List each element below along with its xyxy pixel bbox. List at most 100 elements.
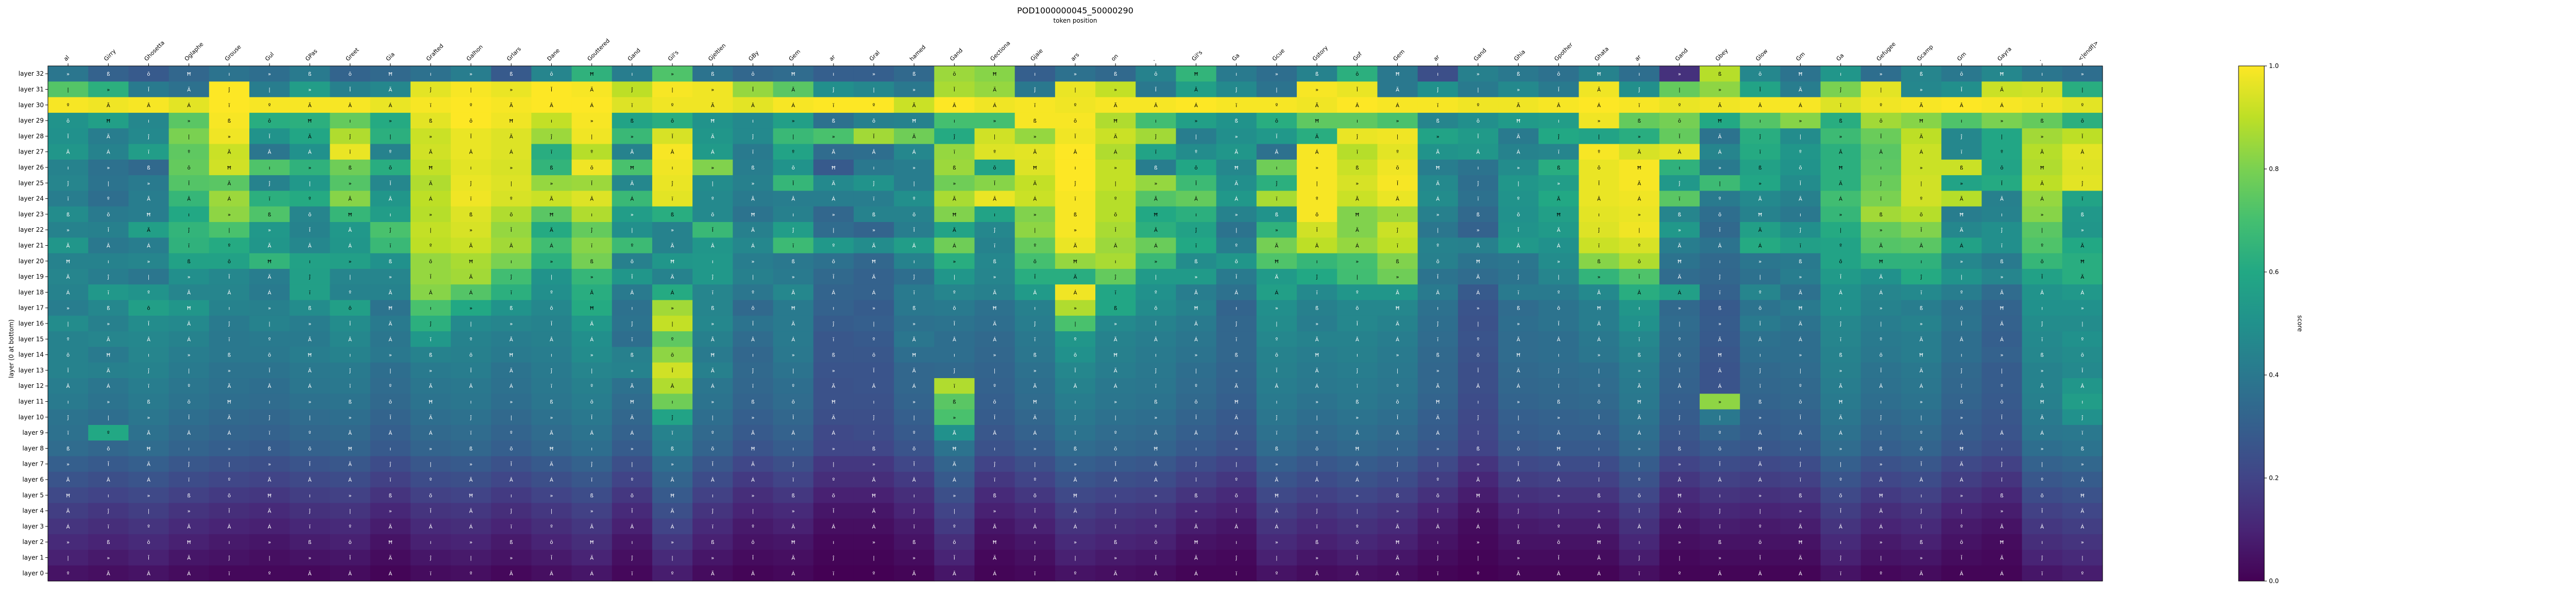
heatmap-cell-glyph: Ä — [1234, 414, 1238, 421]
heatmap-cell-glyph: ĭ — [550, 383, 552, 389]
heatmap-cell-glyph: Ä — [912, 367, 916, 374]
x-tick-label: Gand — [948, 47, 964, 62]
heatmap-cell — [1216, 128, 1257, 145]
heatmap-cell-glyph: ĵ — [550, 368, 552, 374]
heatmap-cell-glyph: Ã — [550, 430, 553, 436]
heatmap-cell-glyph: Ĭ — [953, 555, 955, 561]
heatmap-cell-glyph: º — [2041, 477, 2043, 483]
heatmap-cell-glyph: ß — [590, 493, 593, 499]
heatmap-cell-glyph: ĵ — [953, 368, 955, 374]
heatmap-cell-glyph: | — [1800, 134, 1801, 140]
heatmap-cell-glyph: ĵ — [1638, 321, 1640, 327]
heatmap-cell-glyph: ß — [1235, 118, 1238, 124]
heatmap-cell-glyph: Ĭ — [510, 461, 512, 468]
heatmap-cell — [1901, 81, 1942, 98]
heatmap-cell — [571, 159, 613, 176]
heatmap-cell-glyph: ß — [1920, 72, 1923, 77]
heatmap-cell — [934, 175, 975, 192]
heatmap-cell — [1860, 81, 1902, 98]
heatmap-cell-glyph: » — [1597, 353, 1600, 359]
heatmap-cell — [531, 112, 572, 129]
heatmap-cell-glyph: Á — [510, 383, 513, 389]
heatmap-cell-glyph: | — [108, 415, 109, 421]
heatmap-cell-glyph: » — [1436, 446, 1439, 452]
heatmap-cell-glyph: Ĭ — [1759, 555, 1761, 561]
heatmap-cell-glyph: Ä — [1194, 555, 1198, 561]
heatmap-cell-glyph: ß — [348, 165, 351, 171]
heatmap-cell-glyph: ō — [1758, 540, 1761, 545]
heatmap-cell-glyph: Ĭ — [1316, 461, 1318, 468]
heatmap-cell — [88, 112, 129, 129]
heatmap-cell — [330, 159, 371, 176]
heatmap-cell-glyph: Ã — [1315, 570, 1319, 577]
heatmap-cell-glyph: ĵ — [1517, 274, 1519, 280]
heatmap-cell — [330, 175, 371, 192]
heatmap-cell-glyph: Ħ — [589, 72, 594, 77]
heatmap-cell — [1780, 112, 1821, 129]
x-tick-label: Gof — [1351, 50, 1364, 63]
heatmap-cell-glyph: Ĭ — [1759, 86, 1761, 93]
heatmap-cell — [1256, 175, 1297, 192]
heatmap-cell-glyph: ĵ — [832, 555, 834, 561]
heatmap-cell-glyph: ō — [1355, 72, 1359, 77]
heatmap-cell-glyph: » — [1436, 212, 1439, 218]
heatmap-cell — [934, 66, 975, 82]
heatmap-cell — [1820, 191, 1861, 207]
heatmap-cell-glyph: » — [1678, 306, 1681, 312]
heatmap-cell-glyph: Ã — [107, 102, 110, 109]
heatmap-cell — [290, 97, 330, 113]
heatmap-cell — [1700, 81, 1740, 98]
heatmap-cell-glyph: º — [711, 197, 714, 202]
heatmap-cell-glyph: Â — [1597, 430, 1601, 436]
heatmap-cell-glyph: Ã — [791, 289, 795, 296]
heatmap-cell-glyph: º — [349, 524, 351, 530]
heatmap-cell-glyph: Ħ — [1798, 72, 1803, 77]
heatmap-cell-glyph: Ã — [510, 570, 513, 577]
heatmap-cell-glyph: Â — [993, 430, 996, 436]
heatmap-cell-glyph: Ħ — [871, 259, 876, 265]
heatmap-cell-glyph: Ĭ — [1276, 367, 1278, 374]
heatmap-cell-glyph: Ĭ — [268, 133, 270, 140]
heatmap-cell-glyph: ß — [791, 493, 794, 499]
heatmap-cell-glyph: ß — [1436, 118, 1439, 124]
heatmap-cell — [813, 144, 854, 160]
heatmap-cell — [1498, 191, 1539, 207]
heatmap-cell-glyph: Ĭ — [590, 414, 592, 421]
heatmap-cell — [209, 128, 250, 145]
heatmap-cell — [1337, 97, 1378, 113]
heatmap-cell-glyph: ō — [1920, 212, 1923, 218]
heatmap-cell-glyph: » — [1839, 134, 1842, 140]
heatmap-cell — [1780, 144, 1821, 160]
heatmap-cell — [209, 206, 250, 223]
heatmap-cell-glyph: ō — [1960, 306, 1963, 312]
heatmap-cell — [1136, 128, 1177, 145]
heatmap-cell-glyph: ß — [1879, 446, 1883, 452]
heatmap-cell-glyph: ĭ — [1316, 524, 1318, 530]
heatmap-cell-glyph: Ä — [510, 133, 513, 140]
x-tick-label: Gm — [1794, 50, 1806, 62]
heatmap-cell-glyph: ı — [712, 493, 714, 499]
heatmap-cell-glyph: ß — [550, 165, 553, 171]
heatmap-cell-glyph: ĵ — [1436, 87, 1438, 93]
heatmap-cell — [692, 81, 733, 98]
heatmap-cell-glyph: ß — [1477, 446, 1480, 452]
heatmap-cell-glyph: Ã — [1355, 430, 1359, 436]
heatmap-cell-glyph: Ä — [912, 133, 916, 140]
heatmap-cell-glyph: Â — [912, 242, 916, 249]
heatmap-cell-glyph: º — [1679, 103, 1681, 109]
heatmap-cell — [1297, 81, 1337, 98]
heatmap-cell-glyph: Â — [1315, 242, 1319, 249]
heatmap-cell-glyph: ı — [591, 446, 592, 452]
heatmap-cell — [450, 191, 492, 207]
heatmap-cell-glyph: ĵ — [1960, 133, 1962, 140]
heatmap-cell — [48, 159, 89, 176]
heatmap-cell-glyph: ĭ — [913, 524, 915, 530]
heatmap-cell-glyph: Á — [1517, 383, 1520, 389]
heatmap-cell — [1055, 191, 1096, 207]
heatmap-cell-glyph: ĵ — [913, 508, 915, 515]
heatmap-cell — [974, 144, 1015, 160]
heatmap-cell-glyph: Ħ — [831, 165, 836, 171]
heatmap-cell-glyph: ß — [429, 118, 432, 124]
heatmap-cell-glyph: Â — [671, 149, 674, 156]
heatmap-cell-glyph: ĭ — [1074, 196, 1076, 202]
